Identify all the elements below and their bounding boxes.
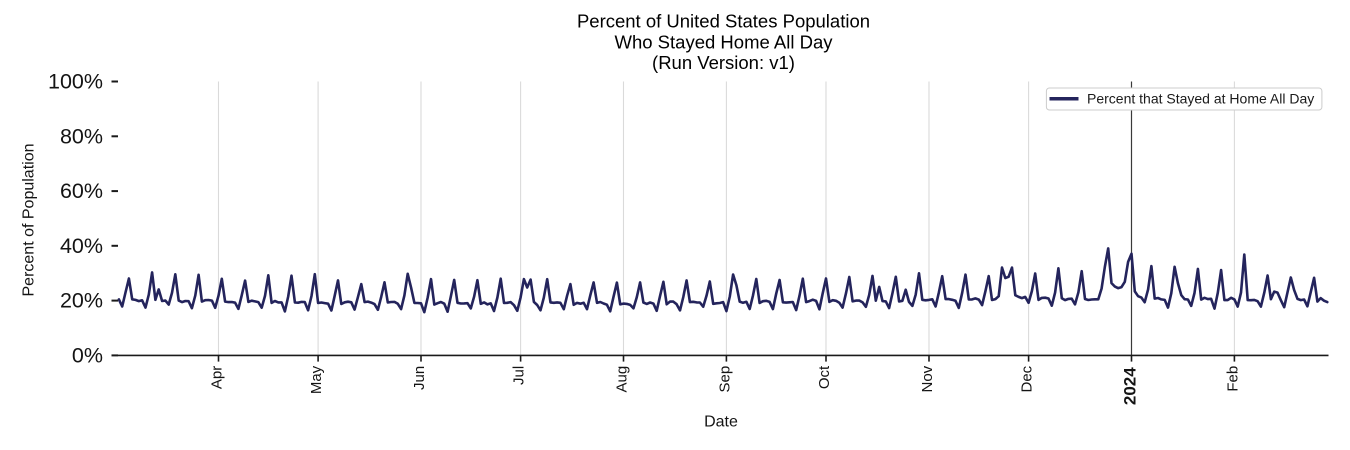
svg-text:0%: 0%: [72, 343, 103, 367]
svg-text:Sep: Sep: [716, 366, 733, 393]
svg-text:Oct: Oct: [816, 365, 833, 389]
svg-text:Percent of Population: Percent of Population: [21, 144, 38, 297]
svg-text:(Run Version: v1): (Run Version: v1): [652, 52, 795, 73]
svg-text:Jun: Jun: [411, 366, 428, 390]
svg-text:80%: 80%: [60, 124, 103, 148]
svg-text:Date: Date: [704, 413, 738, 430]
svg-text:60%: 60%: [60, 179, 103, 203]
svg-text:Feb: Feb: [1224, 366, 1241, 392]
svg-text:20%: 20%: [60, 289, 103, 313]
svg-text:Dec: Dec: [1019, 365, 1036, 392]
svg-text:Apr: Apr: [209, 366, 226, 389]
svg-text:2024: 2024: [1121, 367, 1140, 405]
svg-text:Percent that Stayed at Home Al: Percent that Stayed at Home All Day: [1087, 91, 1314, 107]
svg-text:40%: 40%: [60, 234, 103, 258]
svg-text:Aug: Aug: [614, 366, 631, 393]
svg-text:Who Stayed Home All Day: Who Stayed Home All Day: [615, 31, 834, 52]
svg-text:Jul: Jul: [511, 366, 528, 385]
svg-text:100%: 100%: [48, 70, 103, 94]
svg-text:May: May: [308, 365, 325, 394]
svg-text:Percent of United States Popul: Percent of United States Population: [577, 11, 870, 32]
svg-text:Nov: Nov: [919, 365, 936, 392]
